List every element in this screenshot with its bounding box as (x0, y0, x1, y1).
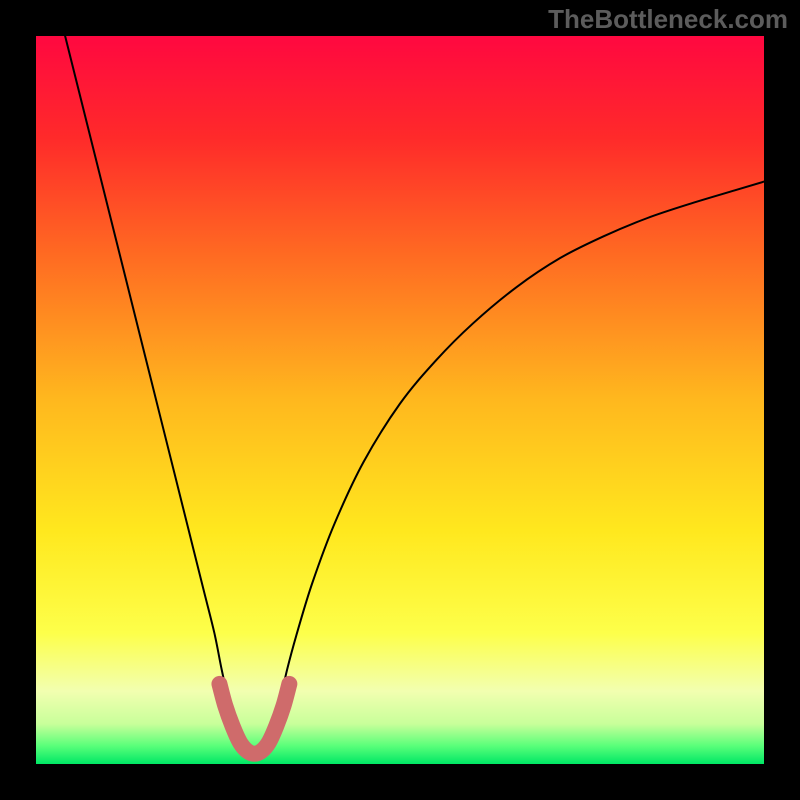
optimal-range-marker (219, 684, 289, 754)
chart-overlay (0, 0, 800, 800)
chart-stage: TheBottleneck.com (0, 0, 800, 800)
watermark-text: TheBottleneck.com (548, 4, 788, 35)
bottleneck-curve (65, 36, 764, 760)
